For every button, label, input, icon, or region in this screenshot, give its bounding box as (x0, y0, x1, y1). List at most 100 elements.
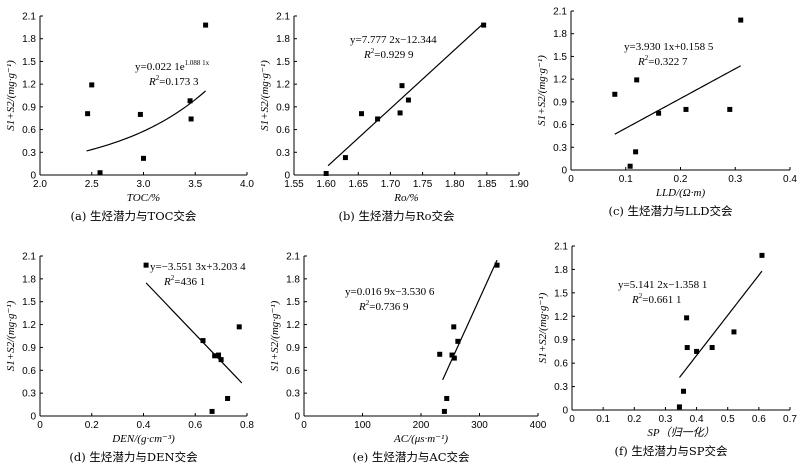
panel-e: 0 100 200 300 400 0 0.3 0.6 0.9 1.2 1.5 1.8 2.1 y=0.0… (269, 252, 547, 465)
y-tick-label: 0.6 (22, 125, 36, 136)
data-point (359, 111, 364, 117)
panel-a: 2.0 2.5 3.0 3.5 4.0 0 0.3 0.6 0.9 1.2 1.5 1.8 2.1 y=0… (5, 12, 254, 224)
panel-caption: (c) 生烃潜力与LLD交会 (608, 204, 733, 218)
data-point (342, 155, 348, 161)
y-tick-label: 0.3 (554, 382, 568, 393)
y-tick-label: 1.5 (554, 288, 568, 299)
trend-line (614, 65, 742, 135)
r-squared: R2=0.736 9 (358, 299, 409, 313)
x-axis-label: SP（归一化） (647, 426, 714, 439)
x-tick-label: 1.55 (284, 179, 304, 190)
x-tick-label: 0.3 (728, 174, 742, 185)
y-tick-label: 1.2 (553, 75, 567, 86)
x-tick-label: 0.4 (137, 420, 151, 431)
y-tick-label: 1.2 (276, 80, 290, 91)
data-point (494, 262, 500, 268)
data-point (627, 163, 633, 169)
y-tick-label: 0.3 (286, 389, 300, 400)
x-tick-label: 0.2 (85, 420, 99, 431)
data-point (188, 116, 194, 122)
x-tick-label: 0.2 (674, 174, 688, 185)
y-tick-label: 1.5 (276, 57, 290, 68)
fit-equation: y=−3.551 3x+3.203 4 (150, 261, 246, 273)
data-point (634, 77, 640, 83)
data-point (676, 404, 682, 410)
r-squared: R2=0.929 9 (363, 47, 414, 61)
data-point (323, 170, 329, 176)
y-tick-label: 0 (284, 171, 290, 182)
x-tick-label: 0.6 (188, 420, 202, 431)
y-axis-label: S1+S2/(mg·g⁻¹) (259, 60, 271, 131)
y-tick-label: 0.3 (276, 148, 290, 159)
x-tick-label: 0.5 (721, 414, 735, 425)
data-point (143, 262, 149, 268)
x-tick-label: 0 (568, 174, 574, 185)
data-point (684, 345, 690, 351)
data-point (85, 111, 91, 117)
trend-line (145, 282, 243, 384)
x-tick-label: 0.1 (619, 174, 633, 185)
data-point (399, 83, 405, 89)
data-point (759, 252, 765, 258)
data-point (449, 352, 455, 358)
panel-caption: (a) 生烃潜力与TOC交会 (71, 209, 197, 223)
x-tick-label: 0 (569, 414, 575, 425)
data-point (209, 408, 215, 414)
x-tick-label: 0.7 (783, 414, 797, 425)
data-point (684, 315, 690, 321)
x-axis-label: Ro/% (393, 192, 418, 204)
data-point (656, 110, 662, 116)
x-tick-label: 200 (413, 420, 430, 431)
x-tick-label: 1.80 (445, 179, 465, 190)
y-tick-label: 0 (294, 412, 300, 423)
trend-line (327, 22, 485, 167)
data-point (97, 170, 103, 176)
x-tick-label: 4.0 (240, 179, 254, 190)
x-tick-label: 0.6 (752, 414, 766, 425)
x-tick-label: 1.75 (413, 179, 433, 190)
y-axis-label: S1+S2/(mg·g⁻¹) (269, 300, 281, 371)
x-tick-label: 1.85 (477, 179, 497, 190)
r-squared: R2=0.173 3 (148, 74, 199, 88)
y-tick-label: 1.5 (22, 297, 36, 308)
data-point (89, 82, 95, 88)
x-tick-label: 100 (354, 420, 371, 431)
data-point (405, 97, 411, 103)
fit-equation: y=0.022 1e1.088 1x (135, 59, 210, 73)
x-tick-label: 2.0 (33, 179, 47, 190)
y-axis-label: S1+S2/(mg·g⁻¹) (537, 292, 549, 363)
x-tick-label: 0.1 (596, 414, 610, 425)
y-tick-label: 0.9 (286, 343, 300, 354)
y-tick-label: 1.8 (276, 34, 290, 45)
data-point (738, 17, 744, 23)
y-tick-label: 1.8 (554, 265, 568, 276)
y-tick-label: 1.2 (554, 312, 568, 323)
x-tick-label: 3.0 (137, 179, 151, 190)
x-tick-label: 2.5 (85, 179, 99, 190)
y-tick-label: 1.2 (22, 80, 36, 91)
data-point (451, 355, 457, 361)
data-point (437, 351, 443, 357)
y-tick-label: 0.3 (22, 389, 36, 400)
y-tick-label: 0.9 (554, 335, 568, 346)
y-tick-label: 1.8 (22, 34, 36, 45)
data-point (216, 352, 222, 358)
data-point (397, 110, 403, 116)
y-tick-label: 0.6 (22, 366, 36, 377)
panel-caption: (b) 生烃潜力与Ro交会 (338, 209, 455, 223)
panel-c: 0 0.1 0.2 0.3 0.4 0 0.3 0.6 0.9 1.2 1.5 1.8 2.1 y=3.9… (536, 7, 797, 219)
x-tick-label: 1.60 (316, 179, 336, 190)
data-point (727, 106, 733, 112)
panel-f: 0 0.1 0.2 0.3 0.4 0.5 0.6 0.7 0 0.3 0.6 0.9 1.2 1.5 1.… (537, 242, 797, 459)
data-point (455, 338, 461, 344)
y-tick-label: 2.1 (276, 12, 290, 23)
x-tick-label: 0.3 (658, 414, 672, 425)
y-tick-label: 1.5 (553, 52, 567, 63)
x-tick-label: 1.90 (509, 179, 529, 190)
x-axis-label: TOC/% (127, 192, 160, 204)
data-point (203, 22, 209, 28)
x-tick-label: 0 (301, 420, 307, 431)
y-tick-label: 0.6 (553, 120, 567, 131)
r-squared: R2=0.322 7 (637, 54, 688, 68)
data-point (683, 106, 689, 112)
